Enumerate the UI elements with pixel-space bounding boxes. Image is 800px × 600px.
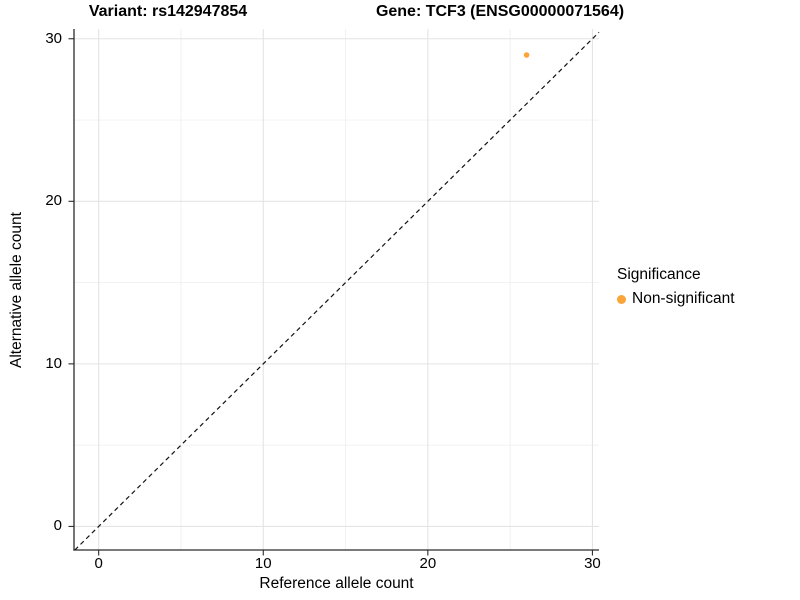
legend: Significance Non-significant [617,266,735,308]
x-tick-label: 0 [94,555,103,572]
chart-title-gene: Gene: TCF3 (ENSG00000071564) [375,3,625,20]
x-tick-label: 30 [584,555,601,572]
identity-reference-line [74,31,600,551]
legend-item-label: Non-significant [632,290,735,307]
y-axis-title: Alternative allele count [8,212,25,368]
data-point [523,52,530,58]
legend-swatch-dot-icon [617,294,626,304]
y-tick-label: 0 [53,517,62,535]
legend-title: Significance [617,266,701,283]
y-tick-label: 20 [45,192,62,210]
legend-item: Non-significant [617,290,735,308]
y-tick-label: 10 [45,354,62,372]
y-tick-label: 30 [45,29,62,47]
x-axis-title: Reference allele count [259,575,414,592]
x-tick-label: 20 [419,555,437,572]
x-tick-label: 10 [254,555,272,572]
chart-title-variant: Variant: rs142947854 [88,3,248,20]
